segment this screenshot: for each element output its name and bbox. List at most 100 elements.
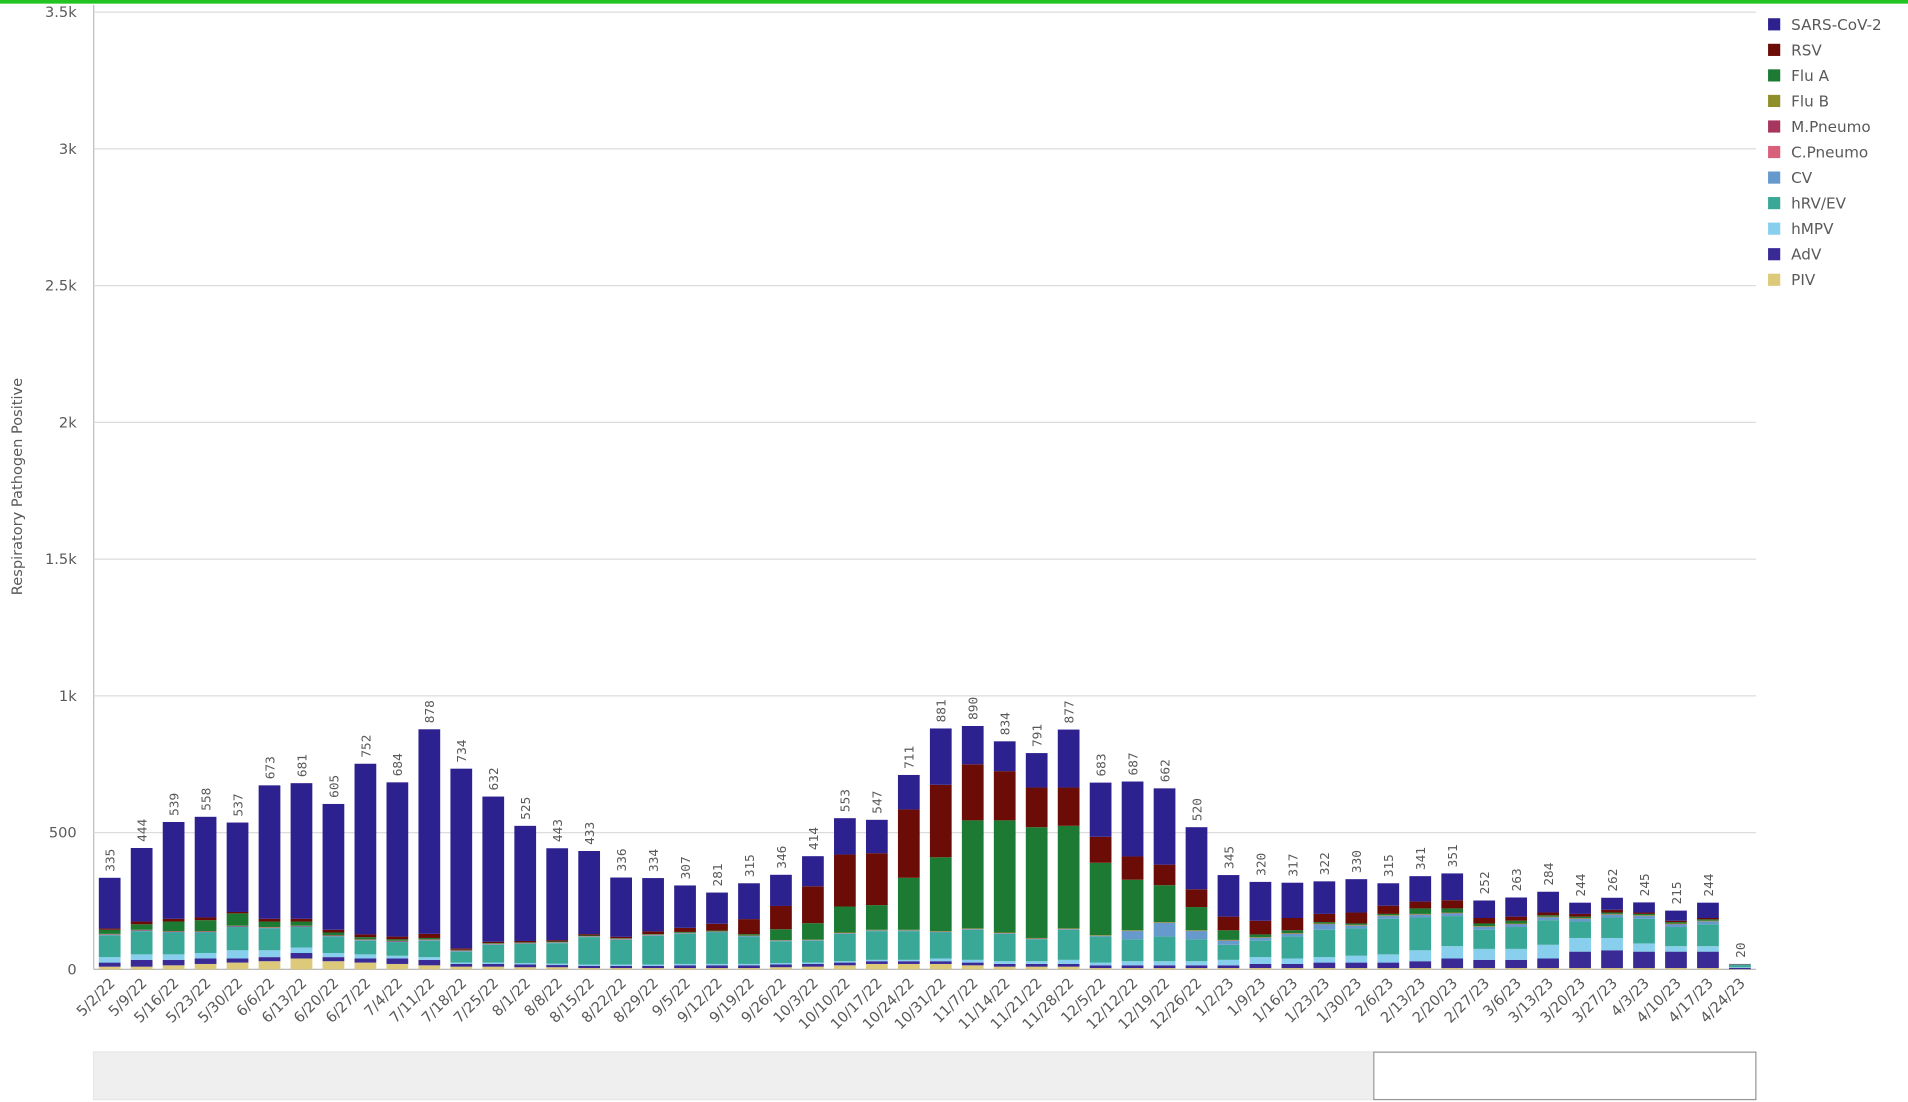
- bar-segment: [482, 966, 505, 970]
- bar-segment: [1697, 921, 1719, 925]
- bar-segment: [1345, 962, 1368, 969]
- bar-segment: [961, 962, 984, 966]
- bar-segment: [226, 913, 249, 926]
- legend-swatch: [1768, 43, 1781, 56]
- total-label: 315: [743, 854, 758, 877]
- bar-segment: [1537, 916, 1559, 918]
- bar-segment: [961, 726, 984, 765]
- bar-segment: [961, 929, 984, 960]
- bar-segment: [1217, 940, 1240, 945]
- bar-segment: [1217, 959, 1240, 966]
- bar-segment: [961, 928, 984, 929]
- bar-segment: [770, 941, 792, 964]
- total-label: 632: [487, 767, 502, 790]
- bar-segment: [1697, 919, 1719, 921]
- bar-segment: [258, 921, 281, 928]
- bar-segment: [1217, 875, 1240, 917]
- bar-segment: [834, 962, 856, 966]
- bar-segment: [993, 741, 1016, 772]
- bar-segment: [386, 939, 409, 941]
- bar-segment: [130, 847, 153, 922]
- bar-segment: [834, 933, 856, 962]
- bar-segment: [162, 931, 185, 932]
- bar-segment: [706, 932, 728, 964]
- bar-segment: [1697, 968, 1719, 970]
- bar-segment: [1281, 968, 1304, 970]
- bar-segment: [258, 957, 281, 962]
- bar-segment: [290, 926, 313, 928]
- bar-segment: [1249, 934, 1272, 938]
- bar-segment: [706, 968, 728, 970]
- bar-segment: [1441, 913, 1464, 917]
- bar-segment: [834, 854, 856, 907]
- bar-segment: [1441, 900, 1464, 909]
- bar-segment: [1505, 923, 1528, 925]
- bar-segment: [674, 933, 696, 964]
- bar-segment: [1569, 916, 1591, 919]
- bar-segment: [258, 950, 281, 958]
- bar-segment: [258, 928, 281, 951]
- bar-segment: [290, 921, 313, 926]
- bar-segment: [1569, 918, 1591, 919]
- bar-segment: [929, 961, 952, 964]
- bar-segment: [418, 965, 441, 970]
- bar-segment: [482, 943, 505, 944]
- bar-segment: [258, 961, 281, 970]
- bar-segment: [1409, 876, 1432, 902]
- bar-segment: [1569, 968, 1591, 970]
- bar-segment: [226, 925, 249, 927]
- bar-segment: [802, 886, 824, 924]
- bar-segment: [1473, 968, 1496, 970]
- legend-label: C.Pneumo: [1791, 144, 1868, 162]
- total-label: 537: [231, 793, 246, 816]
- bar-segment: [1153, 922, 1176, 923]
- bar-segment: [1505, 916, 1528, 921]
- bar-segment: [1345, 879, 1368, 913]
- bar-segment: [1473, 927, 1496, 930]
- total-label: 520: [1190, 798, 1205, 821]
- bar-segment: [514, 942, 537, 943]
- bar-segment: [802, 966, 824, 970]
- bar-segment: [1633, 916, 1655, 919]
- total-label: 734: [455, 739, 470, 762]
- bar-segment: [1313, 929, 1336, 958]
- bar-segment: [834, 906, 856, 933]
- bar-segment: [802, 962, 824, 964]
- bar-segment: [578, 936, 601, 938]
- bar-segment: [98, 928, 121, 930]
- bar-segment: [1057, 966, 1080, 970]
- bar-segment: [1633, 915, 1655, 916]
- bar-segment: [1601, 909, 1623, 913]
- total-label: 307: [679, 856, 694, 879]
- bar-segment: [1729, 967, 1751, 968]
- bar-segment: [1569, 921, 1591, 938]
- bar-segment: [1249, 920, 1272, 935]
- bar-segment: [290, 925, 313, 927]
- total-label: 553: [839, 789, 854, 812]
- bar-segment: [1569, 951, 1591, 969]
- bar-segment: [610, 964, 632, 966]
- navigator-window[interactable]: [1373, 1051, 1757, 1101]
- bar-segment: [770, 929, 792, 941]
- bar-segment: [834, 965, 856, 970]
- bar-segment: [482, 944, 505, 945]
- bar-segment: [1089, 968, 1112, 970]
- selection-bar: [0, 0, 1908, 4]
- bar-segment: [482, 963, 505, 967]
- bar-segment: [706, 930, 728, 932]
- bar-segment: [1281, 958, 1304, 964]
- bar-segment: [578, 964, 601, 966]
- bar-segment: [865, 905, 888, 930]
- bar-segment: [1441, 968, 1464, 970]
- bar-segment: [194, 958, 217, 964]
- total-label: 336: [615, 848, 630, 871]
- bar-segment: [1249, 963, 1272, 969]
- bar-segment: [897, 959, 920, 962]
- bar-segment: [706, 965, 728, 969]
- bar-segment: [1505, 927, 1528, 949]
- bar-segment: [98, 962, 121, 967]
- bar-segment: [674, 968, 696, 970]
- bar-segment: [418, 939, 441, 941]
- bar-segment: [98, 929, 121, 934]
- bar-segment: [258, 918, 281, 922]
